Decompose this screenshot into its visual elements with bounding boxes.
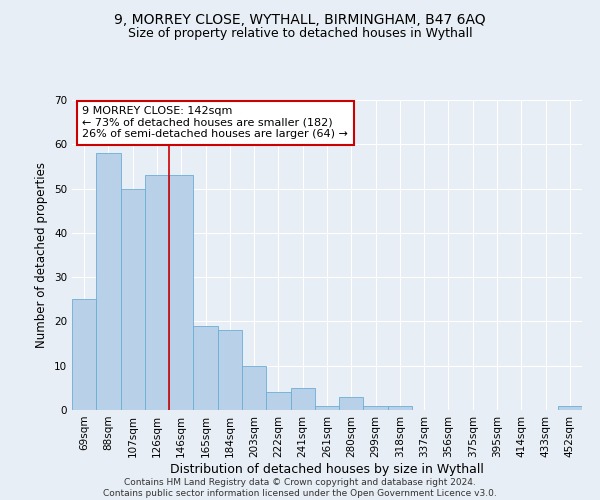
Text: Size of property relative to detached houses in Wythall: Size of property relative to detached ho… bbox=[128, 28, 472, 40]
Bar bbox=[193, 326, 218, 410]
Bar bbox=[169, 176, 193, 410]
Text: 9 MORREY CLOSE: 142sqm
← 73% of detached houses are smaller (182)
26% of semi-de: 9 MORREY CLOSE: 142sqm ← 73% of detached… bbox=[82, 106, 348, 140]
Bar bbox=[290, 388, 315, 410]
Bar bbox=[266, 392, 290, 410]
Y-axis label: Number of detached properties: Number of detached properties bbox=[35, 162, 49, 348]
Text: Contains HM Land Registry data © Crown copyright and database right 2024.
Contai: Contains HM Land Registry data © Crown c… bbox=[103, 478, 497, 498]
Bar bbox=[315, 406, 339, 410]
Bar bbox=[364, 406, 388, 410]
Bar bbox=[339, 396, 364, 410]
Bar bbox=[121, 188, 145, 410]
Bar bbox=[218, 330, 242, 410]
Bar bbox=[558, 406, 582, 410]
Bar bbox=[388, 406, 412, 410]
Bar bbox=[96, 153, 121, 410]
Bar bbox=[242, 366, 266, 410]
Bar bbox=[72, 300, 96, 410]
X-axis label: Distribution of detached houses by size in Wythall: Distribution of detached houses by size … bbox=[170, 462, 484, 475]
Bar bbox=[145, 176, 169, 410]
Text: 9, MORREY CLOSE, WYTHALL, BIRMINGHAM, B47 6AQ: 9, MORREY CLOSE, WYTHALL, BIRMINGHAM, B4… bbox=[114, 12, 486, 26]
